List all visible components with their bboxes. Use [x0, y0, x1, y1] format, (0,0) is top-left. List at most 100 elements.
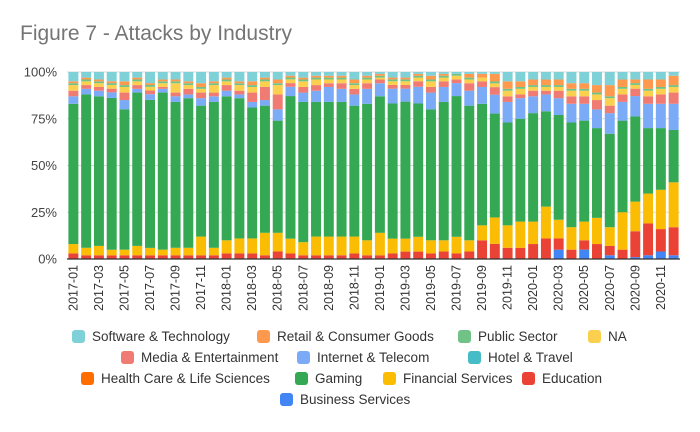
bar-segment-gaming: [132, 92, 143, 246]
bar-segment-education: [425, 253, 436, 259]
legend-label: Business Services: [300, 391, 411, 407]
x-tick-label: 2018-11: [347, 265, 361, 310]
bar-segment-software-technology: [81, 72, 92, 78]
bar-segment-public-sector: [604, 96, 615, 99]
bar-segment-software-technology: [400, 72, 411, 78]
bar-segment-media-entertainment: [566, 96, 577, 104]
bar-segment-education: [362, 255, 373, 259]
bar-segment-financial-services: [630, 201, 641, 232]
bar-segment-financial-services: [553, 219, 564, 239]
bar-segment-internet-telecom: [540, 94, 551, 112]
bar-segment-retail-consumer-goods: [630, 79, 641, 84]
bar-segment-internet-telecom: [617, 101, 628, 121]
bar-segment-internet-telecom: [489, 94, 500, 114]
bar-segment-software-technology: [413, 72, 424, 74]
bar-segment-gaming: [566, 122, 577, 228]
bar-segment-education: [553, 238, 564, 250]
bar-segment-gaming: [208, 101, 219, 248]
bar-segment-gaming: [157, 92, 168, 250]
x-tick-label: 2020-09: [628, 265, 642, 311]
bar-segment-software-technology: [668, 72, 679, 76]
legend-row: Media & Entertainment Internet & Telecom H…: [40, 347, 670, 367]
bar-segment-media-entertainment: [489, 87, 500, 95]
bar-segment-gaming: [221, 96, 232, 241]
bar-segment-internet-telecom: [528, 96, 539, 114]
legend-swatch: [121, 350, 134, 364]
bar-segment-retail-consumer-goods: [566, 83, 577, 89]
bar-segment-gaming: [272, 120, 283, 233]
legend-label: NA: [608, 328, 627, 344]
bar-segment-public-sector: [132, 79, 143, 82]
bar-segment-media-entertainment: [438, 81, 449, 87]
bar-segment-na: [170, 83, 181, 93]
bar-segment-na: [515, 88, 526, 95]
x-tick-label: 2018-07: [296, 265, 310, 311]
bar-segment-public-sector: [451, 73, 462, 76]
legend-label: Education: [542, 370, 603, 386]
bar-segment-retail-consumer-goods: [132, 77, 143, 80]
bar-segment-gaming: [106, 97, 117, 250]
bar-segment-financial-services: [221, 240, 232, 254]
bar-segment-retail-consumer-goods: [157, 79, 168, 82]
legend-label: Public Sector: [478, 328, 558, 344]
bar-segment-gaming: [515, 118, 526, 222]
bar-segment-media-entertainment: [298, 86, 309, 93]
x-tick-label: 2019-05: [424, 265, 438, 311]
bar-segment-na: [579, 90, 590, 97]
bar-segment-gaming: [336, 101, 347, 237]
bar-segment-financial-services: [157, 249, 168, 256]
bar-segment-gaming: [81, 94, 92, 248]
bar-segment-public-sector: [668, 85, 679, 87]
bar-segment-retail-consumer-goods: [170, 79, 181, 82]
bar-segment-public-sector: [464, 77, 475, 80]
bar-segment-financial-services: [451, 236, 462, 254]
bar-segment-retail-consumer-goods: [425, 75, 436, 80]
x-tick-label: 2020-05: [577, 265, 591, 311]
bar-segment-internet-telecom: [655, 103, 666, 129]
bar-segment-education: [323, 255, 334, 259]
bar-segment-education: [68, 253, 79, 259]
legend-swatch: [297, 350, 310, 364]
bar-segment-education: [119, 255, 130, 259]
bar-segment-education: [170, 255, 181, 259]
legend-label: Internet & Telecom: [317, 349, 430, 365]
bar-segment-financial-services: [528, 221, 539, 245]
bar-segment-na: [400, 81, 411, 85]
bar-segment-media-entertainment: [234, 90, 245, 95]
bar-segment-na: [132, 81, 143, 86]
bar-segment-retail-consumer-goods: [311, 75, 322, 78]
bar-segment-internet-telecom: [336, 88, 347, 102]
bar-segment-retail-consumer-goods: [477, 73, 488, 78]
bar-segment-retail-consumer-goods: [247, 81, 258, 86]
bar-segment-education: [604, 245, 615, 256]
bar-segment-media-entertainment: [553, 90, 564, 99]
x-axis-tick-labels: 2017-01 2017-03 2017-05 2017-07 2017-09 2017-…: [66, 265, 667, 311]
bar-segment-internet-telecom: [157, 88, 168, 93]
bar-segment-software-technology: [349, 72, 360, 80]
bar-segment-gaming: [196, 105, 207, 237]
bar-segment-na: [425, 81, 436, 87]
bar-segment-public-sector: [362, 77, 373, 80]
bar-segment-software-technology: [566, 72, 577, 84]
bar-segment-internet-telecom: [515, 98, 526, 119]
bar-segment-software-technology: [323, 72, 334, 76]
bar-segment-na: [298, 81, 309, 87]
x-tick-label: 2018-01: [220, 265, 234, 311]
bar-segment-business-services: [668, 255, 679, 259]
bar-segment-education: [106, 255, 117, 259]
legend-item: Business Services: [280, 389, 410, 409]
bar-segment-education: [643, 223, 654, 256]
bar-segment-financial-services: [464, 240, 475, 252]
bar-segment-retail-consumer-goods: [93, 79, 104, 82]
bar-segment-software-technology: [438, 72, 449, 74]
bar-segment-internet-telecom: [425, 92, 436, 110]
bar-segment-financial-services: [298, 242, 309, 256]
bar-segment-public-sector: [234, 83, 245, 86]
y-tick-label: 50%: [31, 158, 57, 173]
bar-segment-media-entertainment: [285, 83, 296, 87]
bar-segment-public-sector: [592, 92, 602, 95]
bar-segment-public-sector: [336, 77, 347, 80]
bar-segment-gaming: [374, 96, 385, 233]
bar-segment-education: [592, 244, 602, 259]
legend-item: Education: [522, 368, 602, 388]
